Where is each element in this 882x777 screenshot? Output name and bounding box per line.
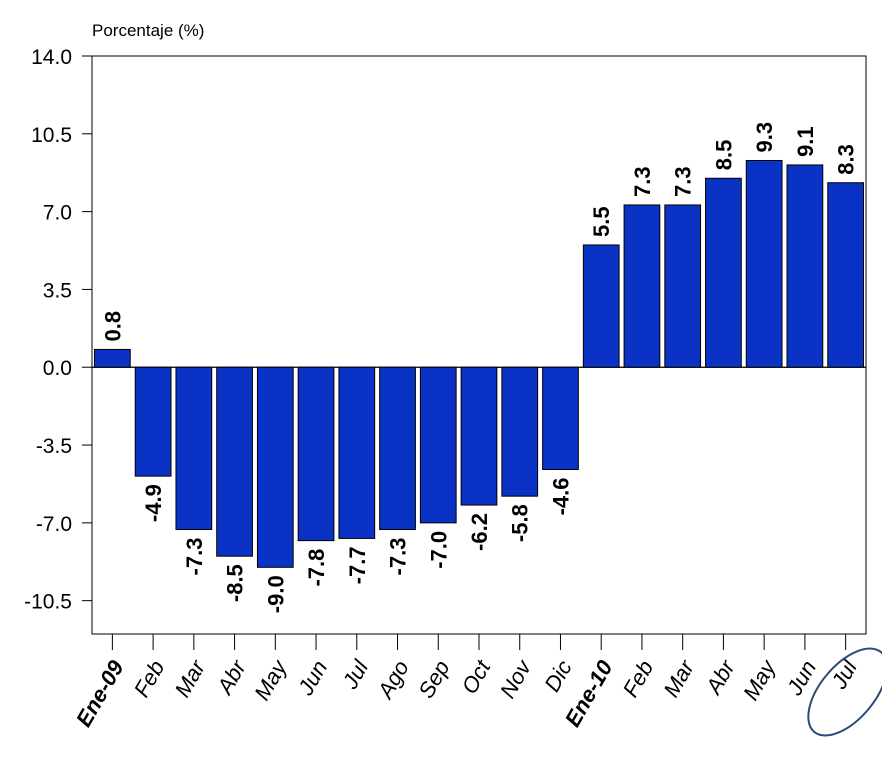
value-label: -7.3 — [386, 538, 411, 576]
y-tick-label: -7.0 — [36, 513, 72, 536]
bar — [705, 177, 742, 368]
bar — [827, 182, 865, 368]
bar — [542, 366, 579, 470]
value-label: 9.3 — [752, 122, 777, 153]
x-tick-label: Jul — [826, 655, 863, 694]
y-axis-title: Porcentaje (%) — [92, 21, 204, 40]
value-label: -7.7 — [345, 546, 370, 584]
x-tick-label: Abr — [700, 655, 741, 700]
value-label: -8.5 — [223, 564, 248, 602]
y-tick-label: -3.5 — [36, 435, 72, 458]
value-label: 9.1 — [793, 126, 818, 157]
y-tick-label: 3.5 — [43, 279, 72, 302]
bar — [623, 204, 661, 368]
y-tick-label: 14.0 — [31, 46, 72, 69]
value-label: 8.5 — [711, 140, 736, 171]
value-label: -4.9 — [141, 484, 166, 522]
bar — [94, 348, 131, 368]
bars — [94, 159, 865, 568]
value-label: -6.2 — [467, 513, 492, 551]
y-tick-label: 0.0 — [43, 357, 72, 380]
value-label: 7.3 — [671, 166, 696, 197]
y-tick-label: 10.5 — [31, 124, 72, 147]
x-tick-label: Sep — [413, 656, 454, 702]
x-tick-label: May — [249, 654, 292, 704]
highlight-ellipse — [807, 647, 882, 737]
y-tick-label: -10.5 — [24, 591, 72, 614]
value-label: -5.8 — [508, 504, 533, 542]
bar — [419, 366, 457, 524]
bar — [338, 366, 376, 539]
value-label: 8.3 — [834, 144, 859, 175]
y-tick-label: 7.0 — [43, 202, 72, 225]
x-tick-label: Feb — [618, 656, 659, 701]
value-label: -7.3 — [182, 538, 207, 576]
value-label: -9.0 — [263, 575, 288, 613]
x-tick-label: Mar — [658, 655, 699, 702]
bar — [460, 366, 498, 506]
value-label: 7.3 — [630, 166, 655, 197]
bar — [256, 366, 294, 568]
bar — [216, 366, 253, 557]
bar — [786, 164, 824, 368]
bar — [664, 204, 702, 368]
bar — [175, 366, 213, 531]
bar — [582, 244, 620, 368]
value-labels: 0.8-4.9-7.3-8.5 -9.0-7.8 -7.7 -7.3 -7.0 -6.2-… — [100, 122, 858, 613]
bar — [501, 366, 539, 497]
value-label: 5.5 — [589, 206, 614, 237]
annotations — [807, 647, 882, 737]
x-tick-label: Nov — [495, 654, 537, 702]
bar — [379, 366, 416, 531]
value-label: -4.6 — [548, 477, 573, 515]
x-tick-label: Dic — [539, 656, 577, 696]
x-tick-label: May — [738, 654, 781, 704]
value-label: 0.8 — [100, 311, 125, 342]
bar — [745, 159, 783, 368]
value-label: -7.0 — [426, 531, 451, 569]
x-tick-label: Abr — [211, 655, 252, 700]
x-tick-label: Oct — [457, 655, 496, 698]
x-tick-label: Feb — [129, 656, 170, 701]
x-tick-label: Mar — [170, 655, 211, 702]
x-tick-label: Jul — [337, 655, 374, 694]
x-tick-label: Ago — [372, 656, 414, 704]
x-tick-label: Ene-09 — [71, 655, 129, 731]
value-label: -7.8 — [304, 549, 329, 587]
bar — [297, 366, 335, 542]
bar — [134, 366, 172, 477]
y-tick-labels: 14.0 10.5 7.0 3.5 0.0 -3.5 -7.0 -10.5 — [24, 46, 72, 614]
x-tick-label: Jun — [292, 656, 332, 700]
